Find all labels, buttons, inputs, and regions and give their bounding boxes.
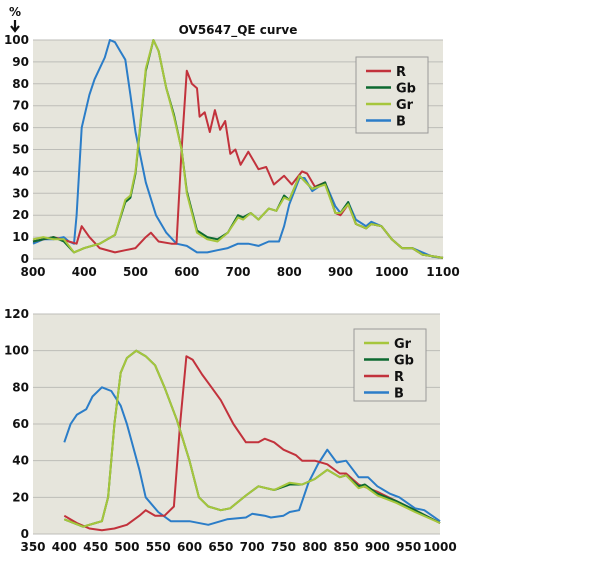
x-tick-label: 1000	[375, 265, 408, 279]
x-tick-label: 900	[365, 540, 390, 554]
y-tick-label: 40	[12, 164, 29, 178]
x-tick-label: 450	[83, 540, 108, 554]
legend-label-gb: Gb	[394, 354, 414, 369]
legend-label-b: B	[394, 387, 404, 402]
x-tick-label: 800	[277, 265, 302, 279]
x-tick-label: 1100	[426, 265, 459, 279]
legend-label-r: R	[396, 65, 406, 80]
x-tick-label: 400	[72, 265, 97, 279]
x-tick-label: 950	[396, 540, 421, 554]
x-tick-label: 800	[20, 265, 45, 279]
y-tick-label: 60	[12, 121, 29, 135]
x-tick-label: 550	[146, 540, 171, 554]
y-tick-label: 100	[4, 344, 29, 358]
y-tick-label: 50	[12, 143, 29, 157]
x-tick-label: 850	[334, 540, 359, 554]
y-tick-label: 90	[12, 55, 29, 69]
x-tick-label: 500	[123, 265, 148, 279]
x-tick-label: 800	[302, 540, 327, 554]
legend-label-gb: Gb	[396, 82, 416, 97]
y-tick-label: 100	[4, 33, 29, 47]
x-tick-label: 400	[52, 540, 77, 554]
series-line-gr	[63, 349, 441, 528]
y-tick-label: 30	[12, 186, 29, 200]
y-tick-label: 80	[12, 380, 29, 394]
y-tick-label: 20	[12, 490, 29, 504]
series-line-b	[32, 39, 444, 259]
x-tick-label: 750	[271, 540, 296, 554]
series-line-r	[63, 355, 441, 532]
y-tick-label: 0	[21, 527, 29, 541]
y-axis-label: %	[9, 5, 21, 19]
arrow-down-icon	[10, 20, 20, 33]
chart-2: 0 20 40 60 80 100 120 350 400 450 500 550 600 650 700 7…	[4, 307, 457, 554]
y-tick-label: 10	[12, 230, 29, 244]
series-line-b	[63, 386, 441, 526]
chart-title: OV5647_QE curve	[179, 23, 298, 38]
x-tick-label: 700	[240, 540, 265, 554]
chart-1: 0 10 20 30 40 50 60 70 80 90 100 800 400 500 600 700 800…	[4, 5, 460, 279]
legend-label-gr: Gr	[396, 98, 414, 113]
series-line-gr	[32, 39, 444, 259]
y-tick-label: 60	[12, 417, 29, 431]
legend-label-b: B	[396, 115, 406, 130]
x-tick-label: 900	[328, 265, 353, 279]
y-tick-label: 0	[21, 252, 29, 266]
y-tick-label: 120	[4, 307, 29, 321]
y-tick-label: 80	[12, 77, 29, 91]
x-tick-label: 350	[20, 540, 45, 554]
x-tick-label: 600	[177, 540, 202, 554]
x-tick-label: 650	[208, 540, 233, 554]
legend-label-gr: Gr	[394, 337, 412, 352]
y-tick-label: 20	[12, 208, 29, 222]
legend-box	[353, 328, 427, 402]
x-tick-label: 1000	[423, 540, 456, 554]
x-tick-label: 700	[225, 265, 250, 279]
y-tick-label: 70	[12, 99, 29, 113]
legend-label-r: R	[394, 370, 404, 385]
y-tick-label: 40	[12, 454, 29, 468]
x-tick-label: 500	[114, 540, 139, 554]
x-tick-label: 600	[174, 265, 199, 279]
